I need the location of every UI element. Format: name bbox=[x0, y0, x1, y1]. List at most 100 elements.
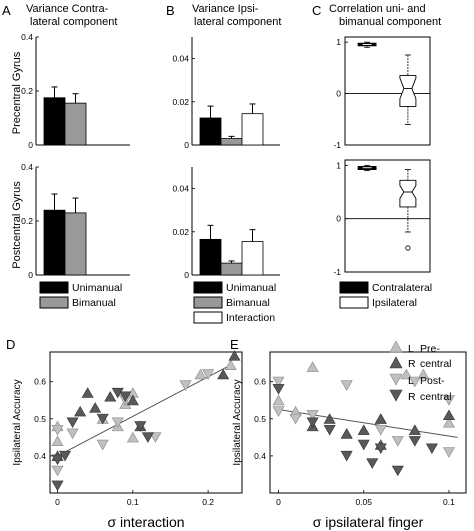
D-ylabel: Ipsilateral Accuracy bbox=[12, 379, 23, 465]
D-point-s1-8 bbox=[228, 350, 241, 361]
panel-letter-d: D bbox=[6, 337, 15, 352]
legend-a-unimanual-swatch bbox=[39, 281, 69, 294]
C-pre-ytick-label-0: -1 bbox=[333, 140, 341, 150]
A-post-ytick-label-2: 0.4 bbox=[21, 162, 33, 172]
D-point-s0-5 bbox=[126, 431, 139, 443]
legend-a-unimanual-label: Unimanual bbox=[72, 282, 122, 294]
A-pre-ytick-label-0: 0 bbox=[28, 140, 33, 150]
A-pre-ytick-label-1: 0.2 bbox=[21, 86, 33, 96]
A-pre-ytick-label-2: 0.4 bbox=[21, 32, 33, 42]
E-ylabel: Ipsilateral Accuracy bbox=[232, 379, 243, 465]
legend-b-interaction-swatch bbox=[193, 311, 223, 324]
B-post-ytick-label-2: 0.04 bbox=[172, 184, 189, 194]
legend-de: L Pre- R central L Post- R central bbox=[389, 340, 452, 403]
E-ytick-label-0: 0.4 bbox=[254, 451, 266, 461]
D-xtick-label-0: 0 bbox=[55, 497, 60, 507]
E-point-s3-6 bbox=[374, 443, 387, 455]
legend-l-postcentral-label: Post- bbox=[420, 375, 445, 387]
E-point-s3-4 bbox=[357, 439, 370, 451]
panel-b-title-line2: lateral component bbox=[194, 16, 281, 28]
E-ytick-label-2: 0.6 bbox=[254, 377, 266, 387]
E-point-s3-8 bbox=[408, 436, 421, 447]
E-ytick-label-1: 0.5 bbox=[254, 414, 266, 424]
B-post-bar-0 bbox=[199, 238, 222, 276]
E-point-s2-2 bbox=[289, 413, 302, 425]
legend-a-bimanual-swatch bbox=[39, 296, 69, 309]
B-post-bar-2 bbox=[241, 241, 264, 276]
B-pre-bar-0 bbox=[199, 117, 222, 146]
legend-r-postcentral-marker bbox=[389, 389, 403, 402]
panel-c-title-line2: bimanual component bbox=[339, 16, 441, 28]
E-point-s1-2 bbox=[340, 428, 353, 439]
C-pre-box-1 bbox=[399, 75, 417, 107]
legend-r-precentral-prefix: R bbox=[408, 358, 416, 370]
E-xtick-label-2: 0.1 bbox=[443, 497, 455, 507]
E-point-s2-8 bbox=[442, 447, 455, 458]
legend-c: Contralateral Ipsilateral bbox=[339, 281, 432, 309]
A-pre-bar-1 bbox=[64, 102, 87, 146]
D-point-s3-0 bbox=[51, 454, 64, 466]
B-post-ytick-label-0: 0 bbox=[184, 270, 189, 280]
legend-c-contralateral-swatch bbox=[339, 281, 369, 294]
C-post-box-1 bbox=[399, 179, 417, 208]
D-point-s2-7 bbox=[179, 380, 192, 391]
panel-a-title-line2: lateral component bbox=[30, 16, 117, 28]
E-point-s2-5 bbox=[374, 424, 387, 436]
E-xtick-label-0: 0 bbox=[276, 497, 281, 507]
legend-c-contralateral-label: Contralateral bbox=[372, 282, 432, 294]
E-frame bbox=[269, 351, 467, 494]
D-point-s1-3 bbox=[89, 402, 102, 413]
E-point-s0-4 bbox=[417, 368, 430, 380]
E-fit-line bbox=[278, 409, 458, 438]
E-point-s2-6 bbox=[391, 436, 404, 447]
D-xtick-label-2: 0.2 bbox=[202, 497, 214, 507]
D-ytick-label-1: 0.5 bbox=[34, 414, 46, 424]
E-point-s0-0 bbox=[272, 394, 285, 406]
D-point-s3-1 bbox=[51, 480, 64, 492]
E-point-s0-6 bbox=[306, 361, 319, 372]
E-point-s3-2 bbox=[323, 424, 336, 436]
C-pre-ytick-label-2: 1 bbox=[336, 37, 341, 47]
panel-a-title-line1: Variance Contra- bbox=[26, 3, 109, 15]
row-label-precentral: Precentral Gyrus bbox=[11, 51, 23, 134]
C-post-ytick-label-2: 1 bbox=[336, 160, 341, 170]
panel-letter-e: E bbox=[230, 337, 239, 352]
B-pre-bar-1 bbox=[220, 138, 243, 146]
E-point-s1-6 bbox=[408, 424, 421, 435]
legend-c-ipsilateral-label: Ipsilateral bbox=[372, 297, 417, 309]
E-point-s2-4 bbox=[340, 380, 353, 391]
D-point-s0-7 bbox=[194, 368, 207, 380]
E-point-s2-7 bbox=[408, 376, 421, 388]
D-point-s2-0 bbox=[51, 424, 64, 436]
legend-l-precentral-label: Pre- bbox=[420, 343, 440, 355]
A-pre-bar-0 bbox=[43, 97, 66, 146]
E-point-s3-3 bbox=[340, 450, 353, 462]
legend-b-bimanual-swatch bbox=[193, 296, 223, 309]
D-point-s3-4 bbox=[96, 413, 109, 425]
legend-b-bimanual-label: Bimanual bbox=[226, 297, 270, 309]
D-point-s3-3 bbox=[66, 417, 79, 429]
legend-r-postcentral-label: central bbox=[420, 391, 452, 403]
legend-r-precentral-marker bbox=[389, 356, 403, 369]
D-point-s2-8 bbox=[202, 369, 215, 380]
C-post-ytick-label-0: -1 bbox=[333, 267, 341, 277]
D-point-s2-4 bbox=[111, 417, 124, 429]
E-point-s2-9 bbox=[442, 395, 455, 406]
E-point-s0-5 bbox=[442, 416, 455, 428]
legend-a-bimanual-label: Bimanual bbox=[72, 297, 116, 309]
A-post-bar-1 bbox=[64, 212, 87, 276]
D-point-s3-8 bbox=[141, 432, 154, 443]
C-post-ytick-label-1: 0 bbox=[336, 214, 341, 224]
E-point-s3-5 bbox=[366, 458, 379, 469]
D-ytick-label-2: 0.6 bbox=[34, 377, 46, 387]
row-label-postcentral: Postcentral Gyrus bbox=[11, 181, 23, 269]
E-point-s2-1 bbox=[272, 406, 285, 417]
D-point-s0-8 bbox=[224, 359, 237, 370]
E-point-s1-7 bbox=[442, 409, 455, 421]
E-point-s1-1 bbox=[323, 413, 336, 424]
D-xtick-label-1: 0.1 bbox=[127, 497, 139, 507]
E-point-s3-1 bbox=[306, 417, 319, 429]
D-point-s2-2 bbox=[66, 428, 79, 440]
D-point-s1-1 bbox=[74, 405, 87, 417]
legend-l-postcentral-prefix: L bbox=[408, 375, 414, 387]
